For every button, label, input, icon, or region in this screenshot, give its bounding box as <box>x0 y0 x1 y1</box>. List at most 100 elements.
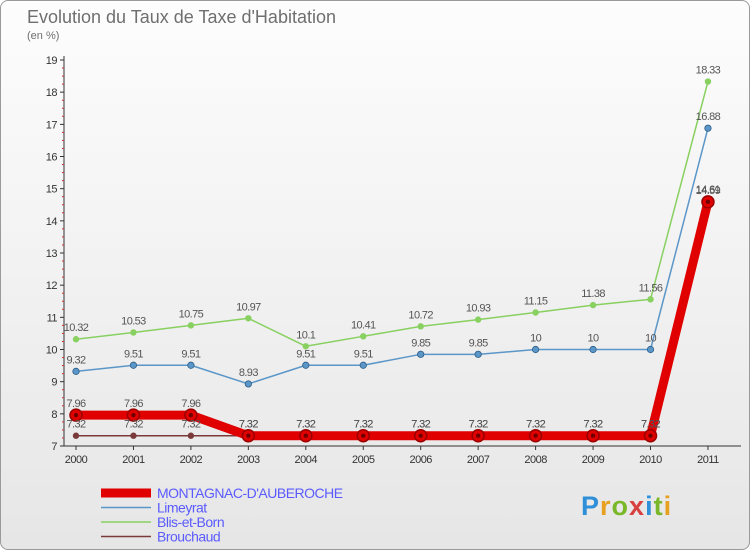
unit-label: (en %) <box>27 30 60 42</box>
y-tick-label: 10 <box>46 345 58 357</box>
x-tick-label: 2005 <box>352 454 375 466</box>
x-tick-label: 2002 <box>180 454 203 466</box>
y-tick-label: 8 <box>51 409 57 421</box>
data-label: 7.32 <box>354 419 373 431</box>
data-label: 10.1 <box>296 329 315 341</box>
x-tick-label: 2008 <box>524 454 547 466</box>
data-label: 7.32 <box>181 419 200 431</box>
x-axis: 2000 2001 2002 2003 2004 2005 2006 2007 2008 2009… <box>64 445 741 466</box>
data-point <box>187 432 195 439</box>
data-label: 7.96 <box>66 398 85 410</box>
data-label: 9.85 <box>411 337 430 349</box>
data-label: 7.32 <box>526 419 545 431</box>
data-label: 7.32 <box>354 419 373 431</box>
y-tick-label: 19 <box>46 55 58 67</box>
y-tick-label: 7 <box>51 441 57 453</box>
data-label: 9.51 <box>354 348 373 360</box>
y-tick-label: 9 <box>51 377 57 389</box>
data-point <box>187 322 195 329</box>
x-tick-label: 2010 <box>639 454 662 466</box>
data-label: 10.41 <box>351 319 376 331</box>
data-point-center <box>648 433 653 438</box>
legend-label: MONTAGNAC-D'AUBEROCHE <box>157 485 343 501</box>
data-label: 7.32 <box>239 419 258 431</box>
data-point <box>646 345 655 354</box>
data-label: 10.97 <box>236 301 261 313</box>
x-tick-label: 2001 <box>122 454 145 466</box>
data-label: 10.53 <box>121 315 146 327</box>
data-point <box>704 78 712 85</box>
data-label: 14.61 <box>696 184 721 196</box>
data-label: 10 <box>530 333 542 345</box>
data-label: 9.32 <box>66 354 85 366</box>
y-tick-label: 18 <box>46 87 58 99</box>
y-tick-label: 12 <box>46 280 58 292</box>
data-label: 10.72 <box>408 309 433 321</box>
data-point <box>532 309 539 316</box>
data-point <box>647 296 654 303</box>
data-point-center <box>303 433 308 438</box>
data-point-center <box>705 199 711 205</box>
data-label: 16.88 <box>696 111 721 123</box>
data-label: 8.93 <box>239 367 258 379</box>
chart-title: Evolution du Taux de Taxe d'Habitation <box>27 7 336 27</box>
data-point <box>589 345 597 354</box>
x-tick-label: 2007 <box>467 454 490 466</box>
logo-letter: P <box>581 491 601 521</box>
data-label: 7.32 <box>66 419 85 431</box>
series-line <box>75 128 709 385</box>
data-point-center <box>533 433 538 438</box>
data-point-center <box>188 412 194 418</box>
data-label: 7.32 <box>296 419 315 431</box>
y-tick-label: 15 <box>46 184 58 196</box>
data-label: 7.32 <box>239 419 258 431</box>
data-point <box>704 124 712 132</box>
data-label: 7.32 <box>526 419 545 431</box>
logo-letter: t <box>653 491 664 521</box>
data-point <box>129 361 138 369</box>
data-label: 10.32 <box>64 322 89 334</box>
data-point <box>531 345 540 354</box>
y-tick-label: 14 <box>46 216 58 228</box>
data-label: 7.32 <box>584 419 603 431</box>
data-label: 9.51 <box>124 348 143 360</box>
data-point <box>359 361 367 369</box>
data-label: 7.32 <box>411 419 430 431</box>
y-tick-label: 13 <box>46 248 58 260</box>
x-tick-label: 2006 <box>409 454 432 466</box>
logo-letter: x <box>629 491 646 521</box>
data-labels: 7.32 7.32 7.32 7.32 7.32 7.32 7.32 7.32 7.32 7.32… <box>64 65 722 431</box>
data-point <box>130 329 137 336</box>
y-tick-label: 17 <box>46 119 58 131</box>
data-label: 9.51 <box>296 348 315 360</box>
data-label: 7.32 <box>469 419 488 431</box>
data-label: 11.15 <box>524 296 548 308</box>
data-label: 7.32 <box>641 419 660 431</box>
data-label: 7.32 <box>296 419 315 431</box>
data-point-center <box>361 433 366 438</box>
x-tick-label: 2003 <box>237 454 260 466</box>
data-label: 9.85 <box>469 337 488 349</box>
series-line <box>75 81 709 348</box>
data-label: 7.96 <box>124 398 143 410</box>
data-point <box>244 380 252 388</box>
data-label: 7.32 <box>584 419 603 431</box>
data-label: 9.51 <box>181 348 200 360</box>
legend-label: Limeyrat <box>157 500 207 516</box>
data-point-center <box>246 433 251 438</box>
x-tick-label: 2000 <box>65 454 88 466</box>
data-point-center <box>418 433 423 438</box>
data-label: 7.96 <box>181 398 200 410</box>
legend-label: Brouchaud <box>157 529 220 545</box>
data-point <box>417 350 425 358</box>
data-point <box>417 323 424 330</box>
data-label: 10 <box>645 333 657 345</box>
data-label: 10 <box>588 333 600 345</box>
data-point <box>130 432 137 439</box>
data-point <box>474 350 482 358</box>
data-point <box>589 301 597 309</box>
logo-letter: i <box>645 491 654 521</box>
y-tick-label: 16 <box>46 152 58 164</box>
